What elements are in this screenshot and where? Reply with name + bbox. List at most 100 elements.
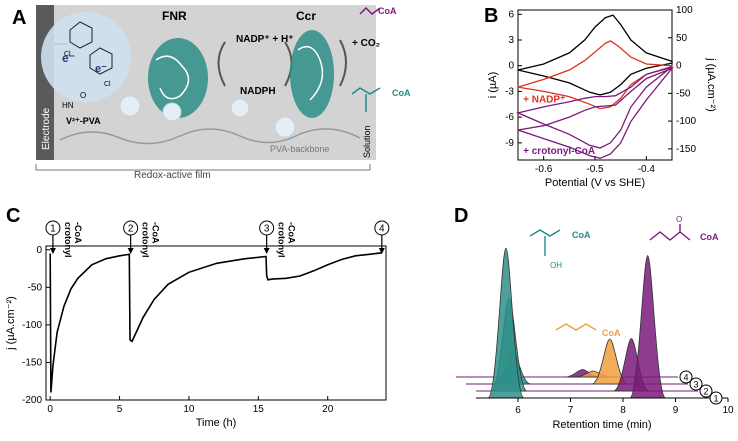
panel-c-annotations: 1 crotonyl -CoA 2 crotonyl -CoA 3 crotonyl -CoA 4 [45, 220, 390, 258]
linker-o: O [80, 91, 86, 100]
viologen-glow [41, 12, 131, 102]
panel-c-ticks: 0 5 10 15 20 0 -50 -100 -150 -200 [22, 245, 334, 415]
b-ytick-left-label: 0 [508, 61, 514, 72]
d-trace-circle-1 [709, 391, 723, 405]
c-xtick-label: 5 [117, 404, 123, 415]
b-xtick-label: -0.5 [586, 164, 604, 175]
b-ytick-right-label: -100 [676, 116, 696, 127]
c-step-label-3: -CoA [287, 222, 297, 244]
d-xtick-label: 7 [568, 405, 574, 416]
backbone-label: PVA-backbone [270, 144, 329, 154]
c-ytick-label: -200 [22, 395, 42, 406]
panel-c: C 0 5 10 15 200-50-100-150-200 1 crotonyl -CoA… [5, 205, 390, 429]
c-ytick-label: -150 [22, 357, 42, 368]
panel-b-letter: B [484, 5, 498, 27]
panel-a: A Electrode e⁻ e⁻ Cl Cl HN O V²⁺-PVA FNR… [12, 5, 411, 181]
c-ytick-label: 0 [36, 245, 42, 256]
c-xtick-label: 10 [183, 404, 195, 415]
viologen-label: V²⁺-PVA [66, 116, 101, 126]
panel-b-ylabel-left: i (µA) [487, 72, 499, 99]
c-step-label-1: crotonyl [63, 222, 73, 258]
d-crotonyl-coa-label: CoA [700, 232, 719, 242]
solution-label: Solution [362, 125, 372, 158]
co2-label: + CO₂ [352, 38, 380, 49]
d-ethylmalonyl-structure [529, 229, 561, 256]
c-xtick-label: 20 [322, 404, 334, 415]
panel-c-current-trace [49, 252, 382, 393]
d-crotonyl-structure [649, 224, 691, 241]
pva-backbone-line [59, 128, 361, 145]
b-cv-series-3 [517, 66, 675, 159]
d-trace-circle-2 [699, 384, 713, 398]
c-step-number-2: 2 [128, 224, 134, 235]
c-xtick-label: 15 [253, 404, 265, 415]
d-butyryl-structure [555, 323, 597, 331]
b-ytick-right-label: 100 [676, 5, 693, 16]
pyridinium-ring-1 [69, 21, 93, 49]
d-xtick-label: 10 [722, 405, 734, 416]
panel-b-series [515, 14, 675, 159]
electrode-label: Electrode [41, 107, 52, 150]
film-label: Redox-active film [134, 170, 211, 181]
electron-label: e⁻ [62, 51, 75, 65]
b-ytick-left-label: 3 [508, 35, 514, 46]
c-step-label-2: -CoA [151, 222, 161, 244]
d-butyryl-coa-label: CoA [602, 328, 621, 338]
d-peak-1-1 [629, 255, 667, 399]
crotonyl-coa-label: CoA [378, 6, 397, 16]
c-step-label-2: crotonyl [141, 222, 151, 258]
c-step-arrowhead-2 [127, 248, 134, 254]
c-step-number-4: 4 [379, 224, 385, 235]
panel-a-letter: A [12, 7, 26, 29]
d-trace-circle-4 [679, 370, 693, 384]
b-cv-series-1 [517, 40, 673, 110]
panel-c-frame [45, 245, 387, 401]
d-xtick-label: 6 [515, 405, 521, 416]
ccr-protein [290, 30, 334, 118]
b-ytick-right-label: -50 [676, 88, 691, 99]
panel-d-ticks: 6 7 8 9 10 [515, 398, 734, 416]
bubble-4 [274, 116, 296, 138]
cl-label-1: Cl [64, 51, 71, 58]
bubble-2 [162, 102, 182, 122]
d-xtick-label: 8 [620, 405, 626, 416]
ethylmalonyl-coa-label: CoA [392, 88, 411, 98]
b-xtick-label: -0.6 [535, 164, 553, 175]
panel-c-xlabel: Time (h) [196, 417, 237, 429]
cycle-arrow-left [217, 41, 226, 87]
panel-b-xlabel: Potential (V vs SHE) [545, 177, 645, 189]
panel-c-letter: C [6, 205, 20, 227]
d-trace-number-4: 4 [683, 373, 688, 383]
pyridinium-ring-2 [89, 47, 113, 75]
b-ytick-left-label: -9 [505, 138, 514, 149]
d-oh-label: OH [550, 261, 562, 270]
b-cv-series-0 [517, 14, 673, 96]
c-step-label-1: -CoA [73, 222, 83, 244]
b-ytick-left-label: -3 [505, 86, 514, 97]
c-step-number-1: 1 [50, 224, 56, 235]
c-step-arrowhead-4 [378, 248, 385, 254]
c-step-arrowhead-1 [49, 248, 56, 254]
film-bracket [35, 164, 371, 171]
c-step-number-3: 3 [264, 224, 270, 235]
panel-b: B -0.6 -0.5 -0.4 6 3 0 -3 -6 -9 100 50 0 -50 -100 -150… [484, 5, 717, 189]
c-step-arrowhead-3 [263, 248, 270, 254]
b-ytick-right-label: -150 [676, 144, 696, 155]
d-xtick-label: 9 [673, 405, 679, 416]
d-trace-number-1: 1 [713, 394, 718, 404]
d-peak-1-0 [487, 247, 525, 399]
b-ytick-left-label: -6 [505, 112, 514, 123]
d-trace-number-3: 3 [693, 380, 698, 390]
panel-d-letter: D [454, 205, 468, 227]
panel-d-xlabel: Retention time (min) [552, 419, 651, 431]
c-ytick-label: -50 [28, 282, 43, 293]
bubble-3 [230, 98, 250, 118]
ccr-protein-detail [297, 45, 324, 101]
d-trace-circle-3 [689, 377, 703, 391]
legend-crotonyl-coa: + crotonyl-CoA [523, 146, 595, 157]
c-step-label-3: crotonyl [277, 222, 287, 258]
fnr-label: FNR [162, 9, 187, 23]
cl-label-2: Cl [104, 81, 111, 88]
